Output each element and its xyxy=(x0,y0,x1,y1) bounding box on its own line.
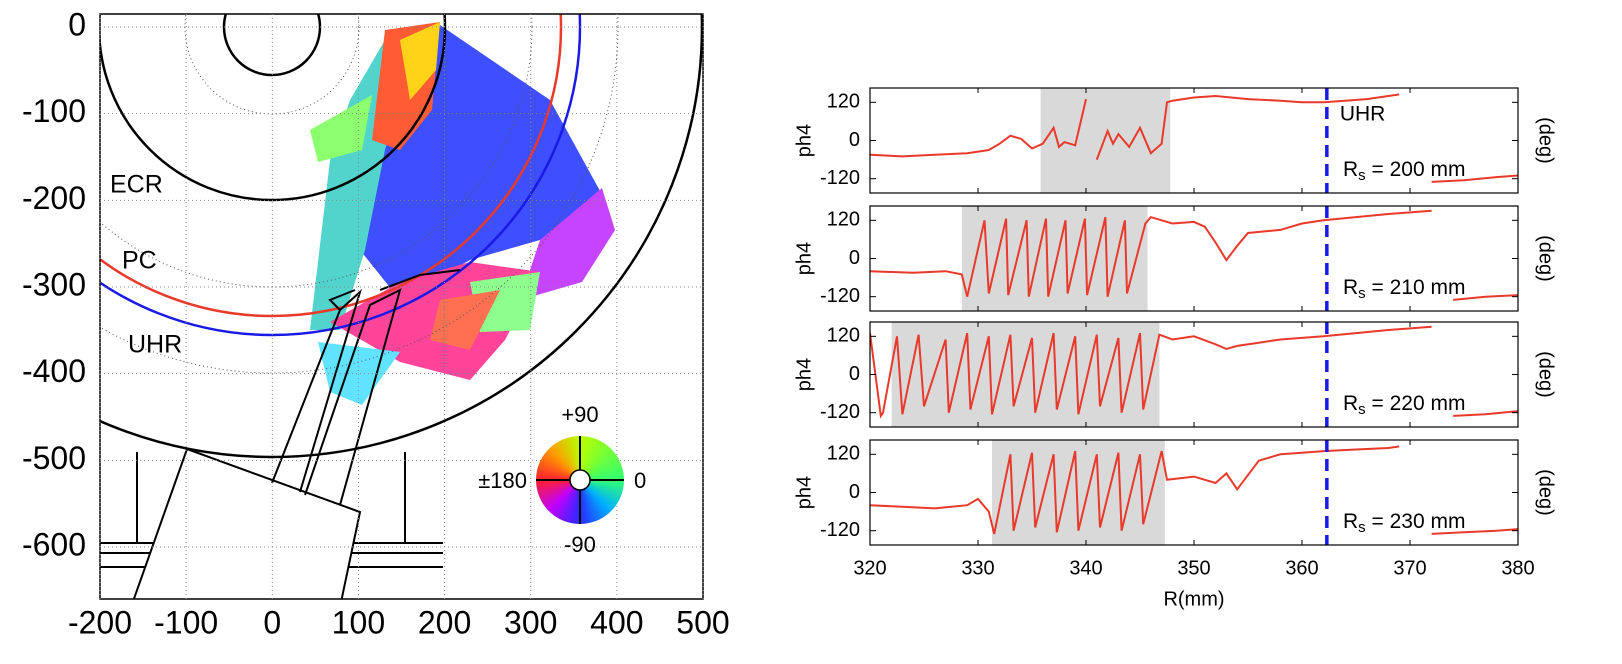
x-tick-label: 380 xyxy=(1501,557,1534,579)
y-tick-label: 120 xyxy=(827,443,860,465)
y-tick-label: -120 xyxy=(820,285,860,307)
annotation-rest: = 230 mm xyxy=(1366,510,1466,533)
annotation: Rs = 220 mm xyxy=(1343,392,1465,418)
y-tick-label: -120 xyxy=(820,167,860,189)
y-tick-label: 120 xyxy=(827,209,860,231)
x-tick-label: 360 xyxy=(1285,557,1318,579)
antenna xyxy=(100,269,461,599)
y-tick-label: 120 xyxy=(827,91,860,113)
y-axis-label: ph4 xyxy=(793,242,815,275)
annotation-rest: = 220 mm xyxy=(1366,392,1466,415)
uhr-label: UHR xyxy=(1340,103,1386,126)
annotation-text: R xyxy=(1343,276,1358,299)
annotation: Rs = 200 mm xyxy=(1343,158,1465,184)
annotation-sub: s xyxy=(1358,401,1366,418)
y-tick-label: 0 xyxy=(849,129,860,151)
x-tick-label: 320 xyxy=(853,557,886,579)
x-tick-label: 330 xyxy=(961,557,994,579)
x-tick-label: 350 xyxy=(1177,557,1210,579)
annotation-sub: s xyxy=(1358,285,1366,302)
y-tick-label: 0 xyxy=(849,481,860,503)
annotation-rest: = 200 mm xyxy=(1366,158,1466,181)
annotation-rest: = 210 mm xyxy=(1366,276,1466,299)
x-axis-label: R(mm) xyxy=(1163,588,1224,610)
span xyxy=(1040,88,1171,193)
annotation-text: R xyxy=(1343,158,1358,181)
y-axis-label: ph4 xyxy=(793,358,815,391)
map-layout xyxy=(100,14,703,599)
annotation-text: R xyxy=(1343,392,1358,415)
y2-axis-label: (deg) xyxy=(1535,235,1557,282)
span xyxy=(891,322,1160,427)
y-tick-label: -120 xyxy=(820,519,860,541)
y-axis-label: ph4 xyxy=(793,124,815,157)
y-tick-label: 0 xyxy=(849,247,860,269)
y-tick-label: 120 xyxy=(827,325,860,347)
line xyxy=(870,209,1518,301)
annotation: Rs = 230 mm xyxy=(1343,510,1465,536)
annotation: Rs = 210 mm xyxy=(1343,276,1465,302)
line xyxy=(870,445,1518,535)
y-axis-label: ph4 xyxy=(793,476,815,509)
span xyxy=(961,206,1148,311)
wheel-cross xyxy=(536,436,624,524)
x-tick-label: 340 xyxy=(1069,557,1102,579)
y2-axis-label: (deg) xyxy=(1535,351,1557,398)
line xyxy=(870,325,1518,419)
annotation-sub: s xyxy=(1358,519,1366,536)
color-wheel xyxy=(536,436,624,524)
annotation-sub: s xyxy=(1358,167,1366,184)
y-tick-label: 0 xyxy=(849,363,860,385)
x-tick-label: 370 xyxy=(1393,557,1426,579)
annotation-text: R xyxy=(1343,510,1358,533)
y2-axis-label: (deg) xyxy=(1535,117,1557,164)
line xyxy=(870,93,1518,183)
y2-axis-label: (deg) xyxy=(1535,469,1557,516)
y-tick-label: -120 xyxy=(820,401,860,423)
